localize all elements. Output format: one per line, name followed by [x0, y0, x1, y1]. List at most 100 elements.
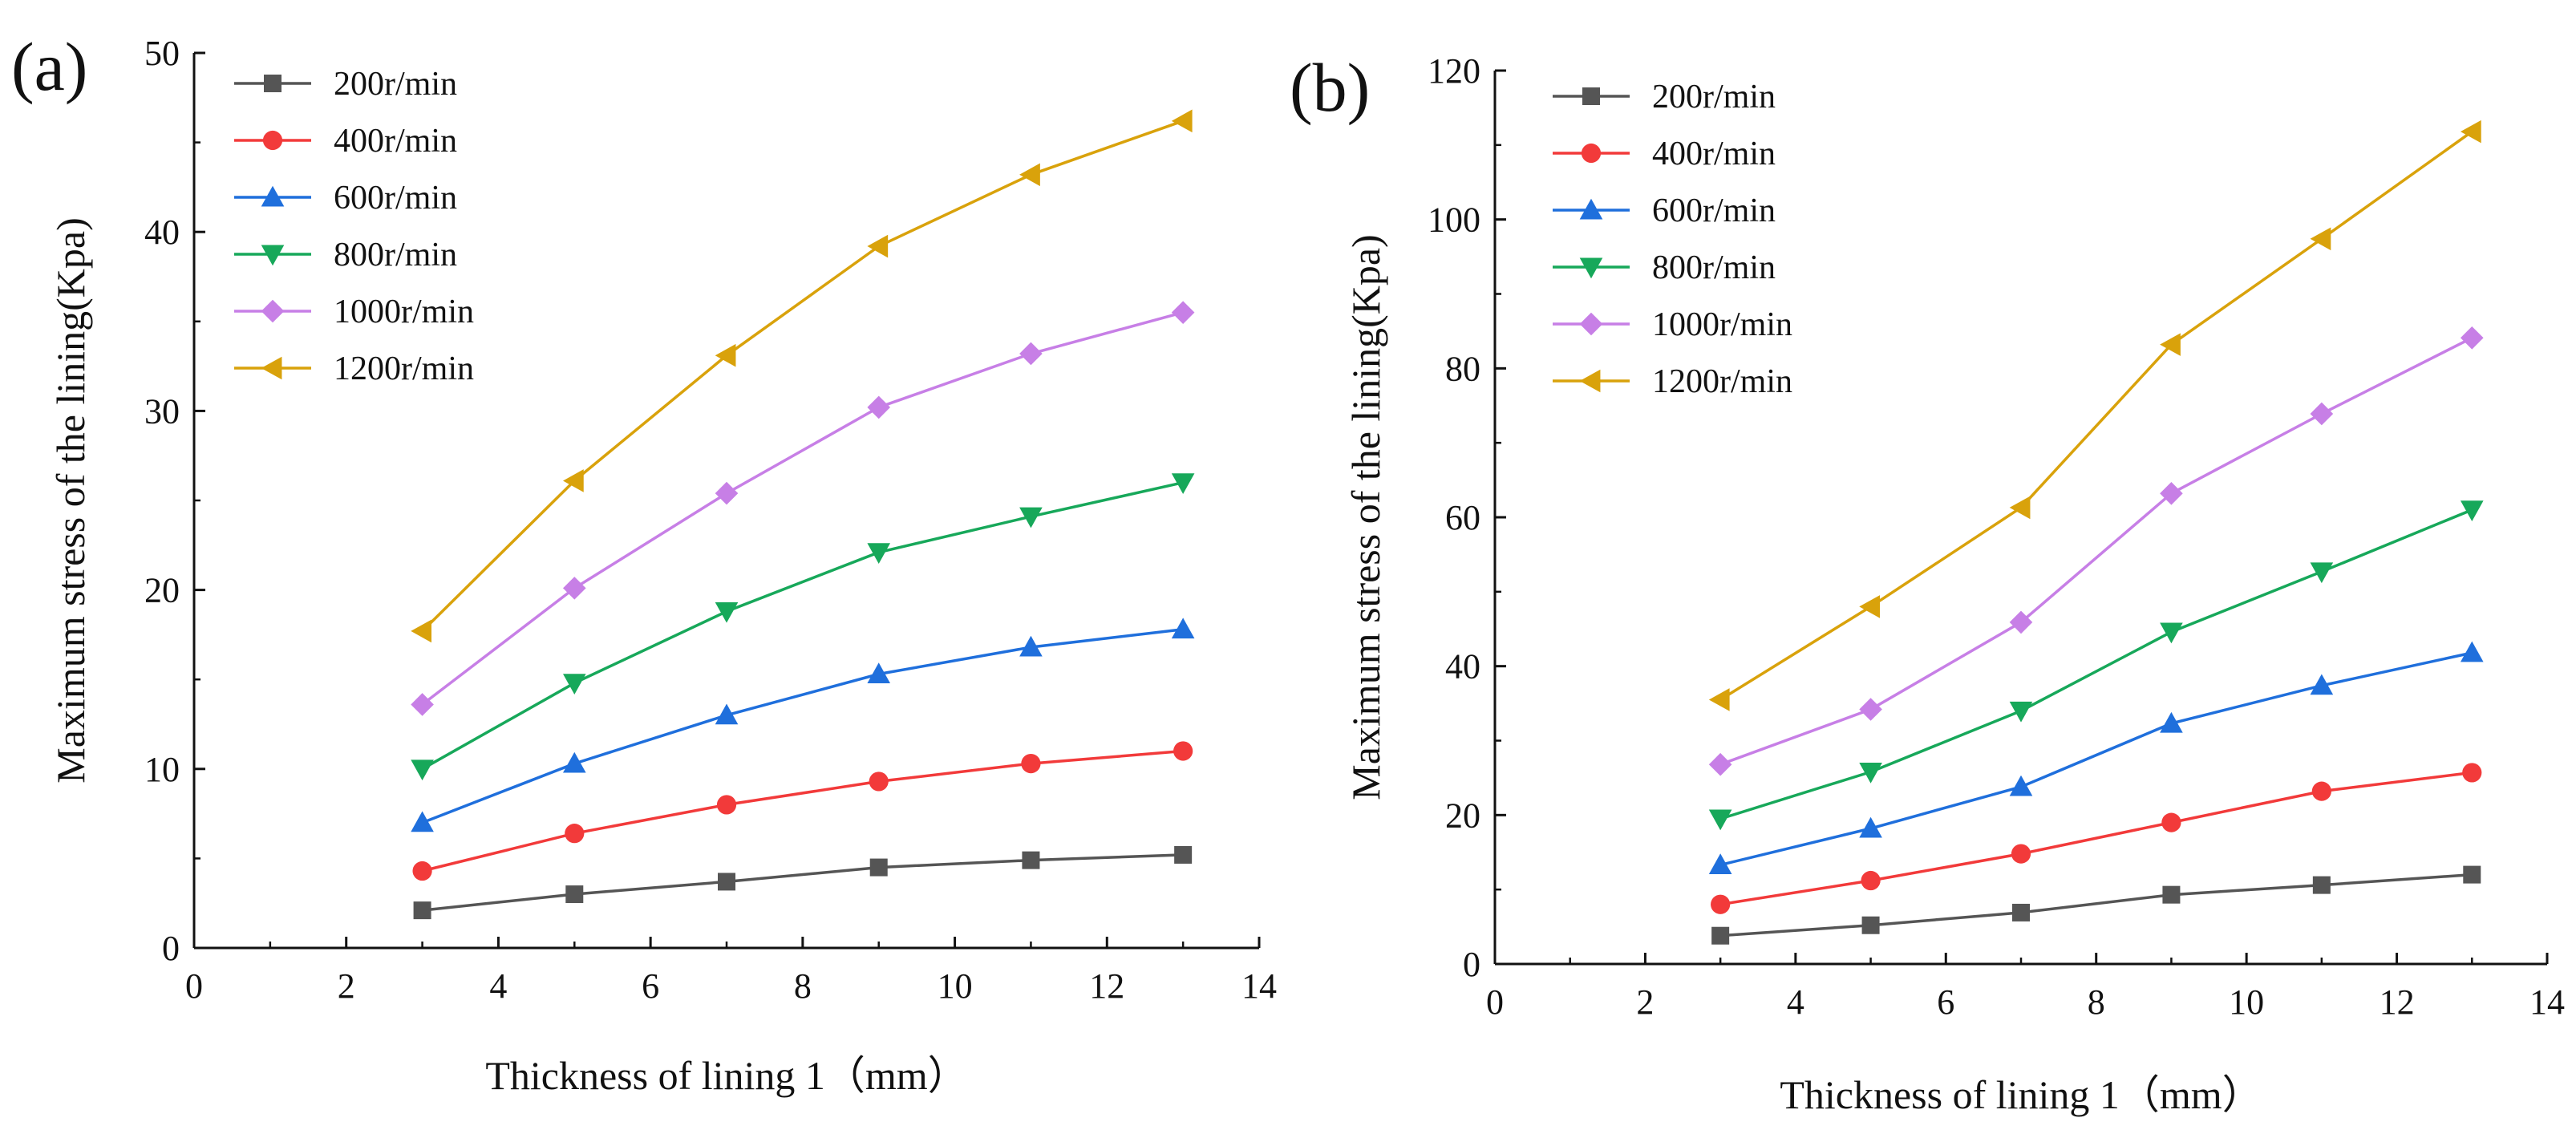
panel-b-data-point: [1859, 816, 1882, 838]
panel-b-x-tick-label: 10: [2229, 982, 2264, 1022]
panel-b-data-point: [1859, 698, 1882, 721]
panel-a-data-point: [1173, 741, 1193, 761]
panel-a-data-point: [1171, 473, 1195, 494]
panel-b-data-point: [1859, 595, 1881, 618]
panel-b-data-point: [2160, 333, 2181, 356]
panel-b-data-point: [2460, 500, 2484, 522]
panel-a-data-point: [411, 619, 432, 643]
panel-b-data-point: [1711, 894, 1731, 914]
panel-b-legend-item: 400r/min: [1553, 136, 1776, 172]
panel-b-y-tick-label: 100: [1428, 200, 1480, 240]
panel-a-y-tick-label: 10: [144, 750, 180, 789]
panel-a-data-point: [562, 751, 586, 773]
panel-b-data-point: [2160, 622, 2183, 644]
panel-b-legend-item: 1000r/min: [1553, 306, 1792, 343]
panel-a-y-tick-label: 20: [144, 571, 180, 610]
panel-a-legend-label: 1000r/min: [334, 294, 474, 330]
panel-a-legend-item: 400r/min: [234, 123, 457, 160]
panel-b-chart: (b) 0 2 4 6 8 10 12 14 0 20 40 60 80 100 120 Thickness o…: [1290, 49, 2565, 1117]
panel-a-series-line: [422, 749, 1184, 873]
panel-a-data-point: [1021, 754, 1041, 774]
panel-b-data-point: [1708, 853, 1732, 874]
panel-b-legend-label: 800r/min: [1652, 249, 1776, 286]
panel-a-data-point: [715, 703, 739, 725]
panel-a-y-tick-label: 30: [144, 391, 180, 431]
panel-a-series-1200r/min: [411, 109, 1193, 643]
panel-a-data-point: [1171, 301, 1195, 324]
panel-a-series-200r/min: [413, 845, 1193, 920]
panel-b-legend-item: 1200r/min: [1553, 363, 1792, 400]
panel-b-legend-label: 1200r/min: [1652, 363, 1792, 400]
panel-b-x-tick-label: 4: [1787, 982, 1804, 1022]
panel-a-data-point: [869, 858, 888, 877]
panel-b-data-point: [2460, 641, 2484, 662]
panel-a-data-point: [1019, 507, 1043, 529]
panel-a-data-point: [562, 674, 586, 695]
panel-a-data-point: [715, 343, 736, 367]
panel-b-data-point: [2310, 227, 2331, 251]
panel-b-x-tick-label: 8: [2088, 982, 2105, 1022]
panel-a-x-axis-title: Thickness of lining 1（mm）: [485, 1053, 967, 1098]
panel-b-y-tick-label: 40: [1445, 647, 1480, 686]
panel-a-data-point: [1022, 851, 1040, 869]
panel-a-data-point: [413, 901, 431, 920]
panel-b-data-point: [2460, 119, 2481, 144]
panel-a-x-tick-label: 14: [1241, 966, 1277, 1006]
panel-a-chart: (a) 0 2 4 6 8 10 12 14 0 10 20 30 40 50 Thickness of li…: [11, 28, 1277, 1098]
panel-b-data-point: [1708, 809, 1732, 831]
panel-a-data-point: [1019, 342, 1043, 366]
panel-a-data-point: [869, 772, 889, 792]
panel-b-series-600r/min: [1708, 641, 2484, 874]
panel-b-series-1000r/min: [1708, 326, 2484, 776]
panel-a-series-400r/min: [412, 741, 1193, 881]
panel-b-x-tick-label: 6: [1937, 982, 1954, 1022]
panel-b-data-point: [2460, 326, 2484, 350]
panel-b-series-line: [1719, 508, 2473, 820]
panel-b-data-point: [2311, 781, 2331, 801]
panel-a-data-point: [867, 395, 891, 419]
panel-a-data-point: [715, 481, 739, 505]
panel-a-legend-marker: [261, 356, 282, 380]
panel-b-legend-item: 800r/min: [1553, 249, 1776, 286]
panel-a-data-point: [715, 601, 739, 623]
panel-b-legend-marker: [1582, 87, 1600, 105]
panel-b-data-point: [2463, 865, 2481, 884]
panel-a-legend-item: 600r/min: [234, 180, 457, 217]
panel-b-y-axis-title: Maximum stress of the lining(Kpa): [1343, 234, 1388, 800]
panel-a-series-1000r/min: [411, 301, 1195, 716]
panel-a-data-point: [565, 885, 584, 904]
panel-a-x-tick-label: 12: [1089, 966, 1124, 1006]
panel-b-series-800r/min: [1708, 500, 2484, 831]
panel-a-x-tick-label: 6: [642, 966, 659, 1006]
panel-b-series-line: [1719, 873, 2473, 938]
panel-a-data-point: [411, 693, 434, 716]
panel-a-series-line: [422, 853, 1184, 912]
panel-b-y-tick-label: 120: [1428, 51, 1480, 91]
panel-a-series-line: [421, 480, 1184, 771]
panel-a-legend-label: 800r/min: [334, 237, 457, 273]
panel-a-data-point: [411, 811, 434, 832]
panel-b-data-point: [2011, 844, 2031, 864]
panel-a-data-point: [867, 234, 889, 258]
panel-b-data-point: [1708, 752, 1732, 776]
panel-b-x-tick-label: 12: [2380, 982, 2415, 1022]
panel-b-data-point: [2162, 885, 2181, 904]
panel-b-series-line: [1719, 130, 2473, 701]
panel-a-legend-marker: [262, 130, 283, 151]
panel-a-legend-label: 1200r/min: [334, 350, 474, 387]
panel-b-data-point: [1859, 763, 1882, 784]
panel-a-label: (a): [11, 28, 87, 105]
panel-b-data-point: [2462, 763, 2482, 783]
panel-b-series-400r/min: [1711, 763, 2482, 914]
panel-a-legend-marker: [261, 185, 285, 207]
panel-a-legend-marker: [261, 299, 285, 323]
panel-b-y-tick-label: 20: [1445, 796, 1480, 835]
panel-b-legend-marker: [1579, 369, 1601, 393]
panel-a-series-600r/min: [411, 618, 1195, 832]
panel-a-data-point: [411, 759, 434, 781]
panel-b-legend-marker: [1579, 257, 1603, 279]
panel-b-data-point: [2009, 775, 2033, 796]
panel-b-series-line: [1719, 771, 2473, 906]
panel-a-series-line: [421, 310, 1184, 706]
panel-a-data-point: [1171, 109, 1193, 133]
